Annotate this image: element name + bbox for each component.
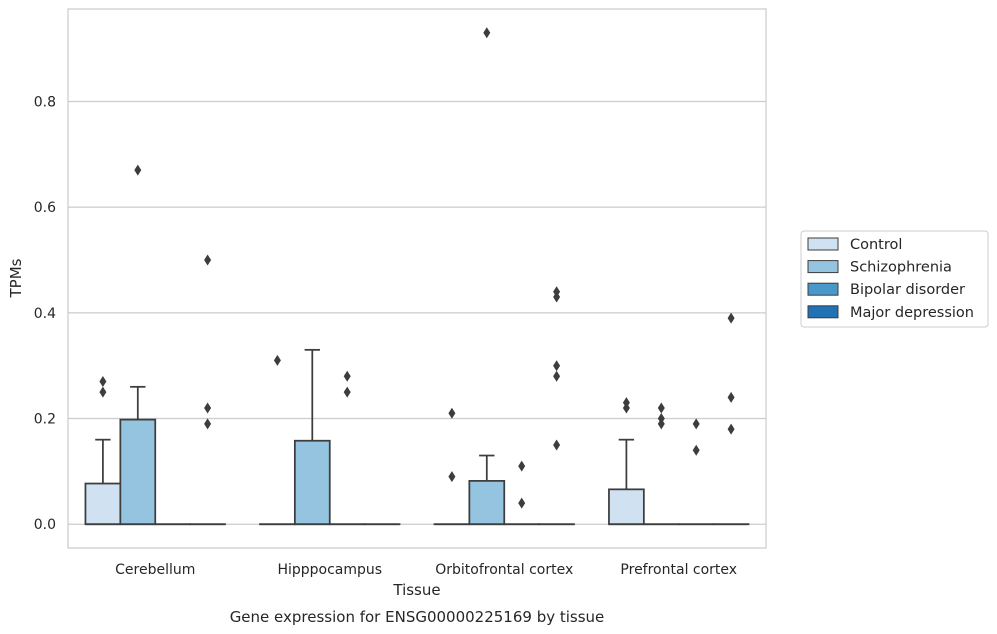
flier-point [273,354,281,366]
legend-swatch [807,305,839,319]
box-3-3 [712,312,750,526]
box-3-0 [189,254,226,526]
x-tick-label: Prefrontal cortex [620,562,737,578]
flier-point [553,370,561,382]
box-body [84,482,122,526]
flier-point [553,360,561,372]
flier-point [518,497,526,509]
box-2-3 [677,418,715,526]
flier-point [553,439,561,451]
box-1-3 [642,402,680,526]
x-axis-label: Tissue [392,581,440,599]
y-tick-label: 0.4 [34,306,56,322]
flier-point [657,413,665,425]
flier-point [343,386,351,398]
legend: Control Schizophrenia Bipolar disorder Majo… [800,230,989,328]
flier-point [518,460,526,472]
flier-point [727,423,735,435]
plot-area-background [68,9,766,548]
x-tick-label: Hipppocampus [277,562,382,578]
flier-point [622,397,630,409]
flier-point [727,391,735,403]
box-1-1 [293,348,331,526]
y-tick-label: 0.6 [34,200,56,216]
box-0-2 [433,407,471,526]
flier-point [692,444,700,456]
x-tick-label: Orbitofrontal cortex [435,562,573,578]
y-tick-labels: 0.0 0.2 0.4 0.6 0.8 [34,94,56,533]
chart-caption: Gene expression for ENSG00000225169 by t… [230,608,605,626]
box-3-2 [538,286,575,526]
box-body [468,480,506,526]
flier-point [657,402,665,414]
legend-entry-label: Major depression [850,305,974,321]
flier-point [553,286,561,298]
x-tick-labels: Cerebellum Hipppocampus Orbitofrontal cort… [115,562,737,578]
y-tick-label: 0.2 [34,412,56,428]
x-tick-label: Cerebellum [115,562,195,578]
legend-swatch [807,282,839,296]
flier-point [692,418,700,430]
flier-point [204,402,212,414]
legend-swatch [807,237,839,251]
legend-entry-label: Bipolar disorder [850,282,965,298]
box-body [293,439,331,526]
legend-frame [800,230,989,328]
flier-point [448,471,456,483]
flier-point [727,312,735,324]
flier-point [448,407,456,419]
y-tick-label: 0.0 [34,517,56,533]
legend-swatch [807,260,839,274]
box-1-2 [468,27,506,526]
y-tick-label: 0.8 [34,94,56,110]
legend-entry-label: Schizophrenia [850,260,952,276]
flier-point [99,376,107,388]
legend-entry-label: Control [850,237,902,253]
boxes-layer [84,27,750,526]
box-1-0 [119,164,157,526]
box-0-0 [84,376,122,526]
flier-point [483,27,491,39]
flier-point [204,254,212,266]
box-0-3 [608,397,645,526]
plot-frame [67,8,767,549]
flier-point [343,370,351,382]
flier-point [204,418,212,430]
y-axis-label: TPMs [7,258,25,298]
box-body [119,418,157,526]
flier-point [99,386,107,398]
box-body [608,488,645,526]
flier-point [134,164,142,176]
